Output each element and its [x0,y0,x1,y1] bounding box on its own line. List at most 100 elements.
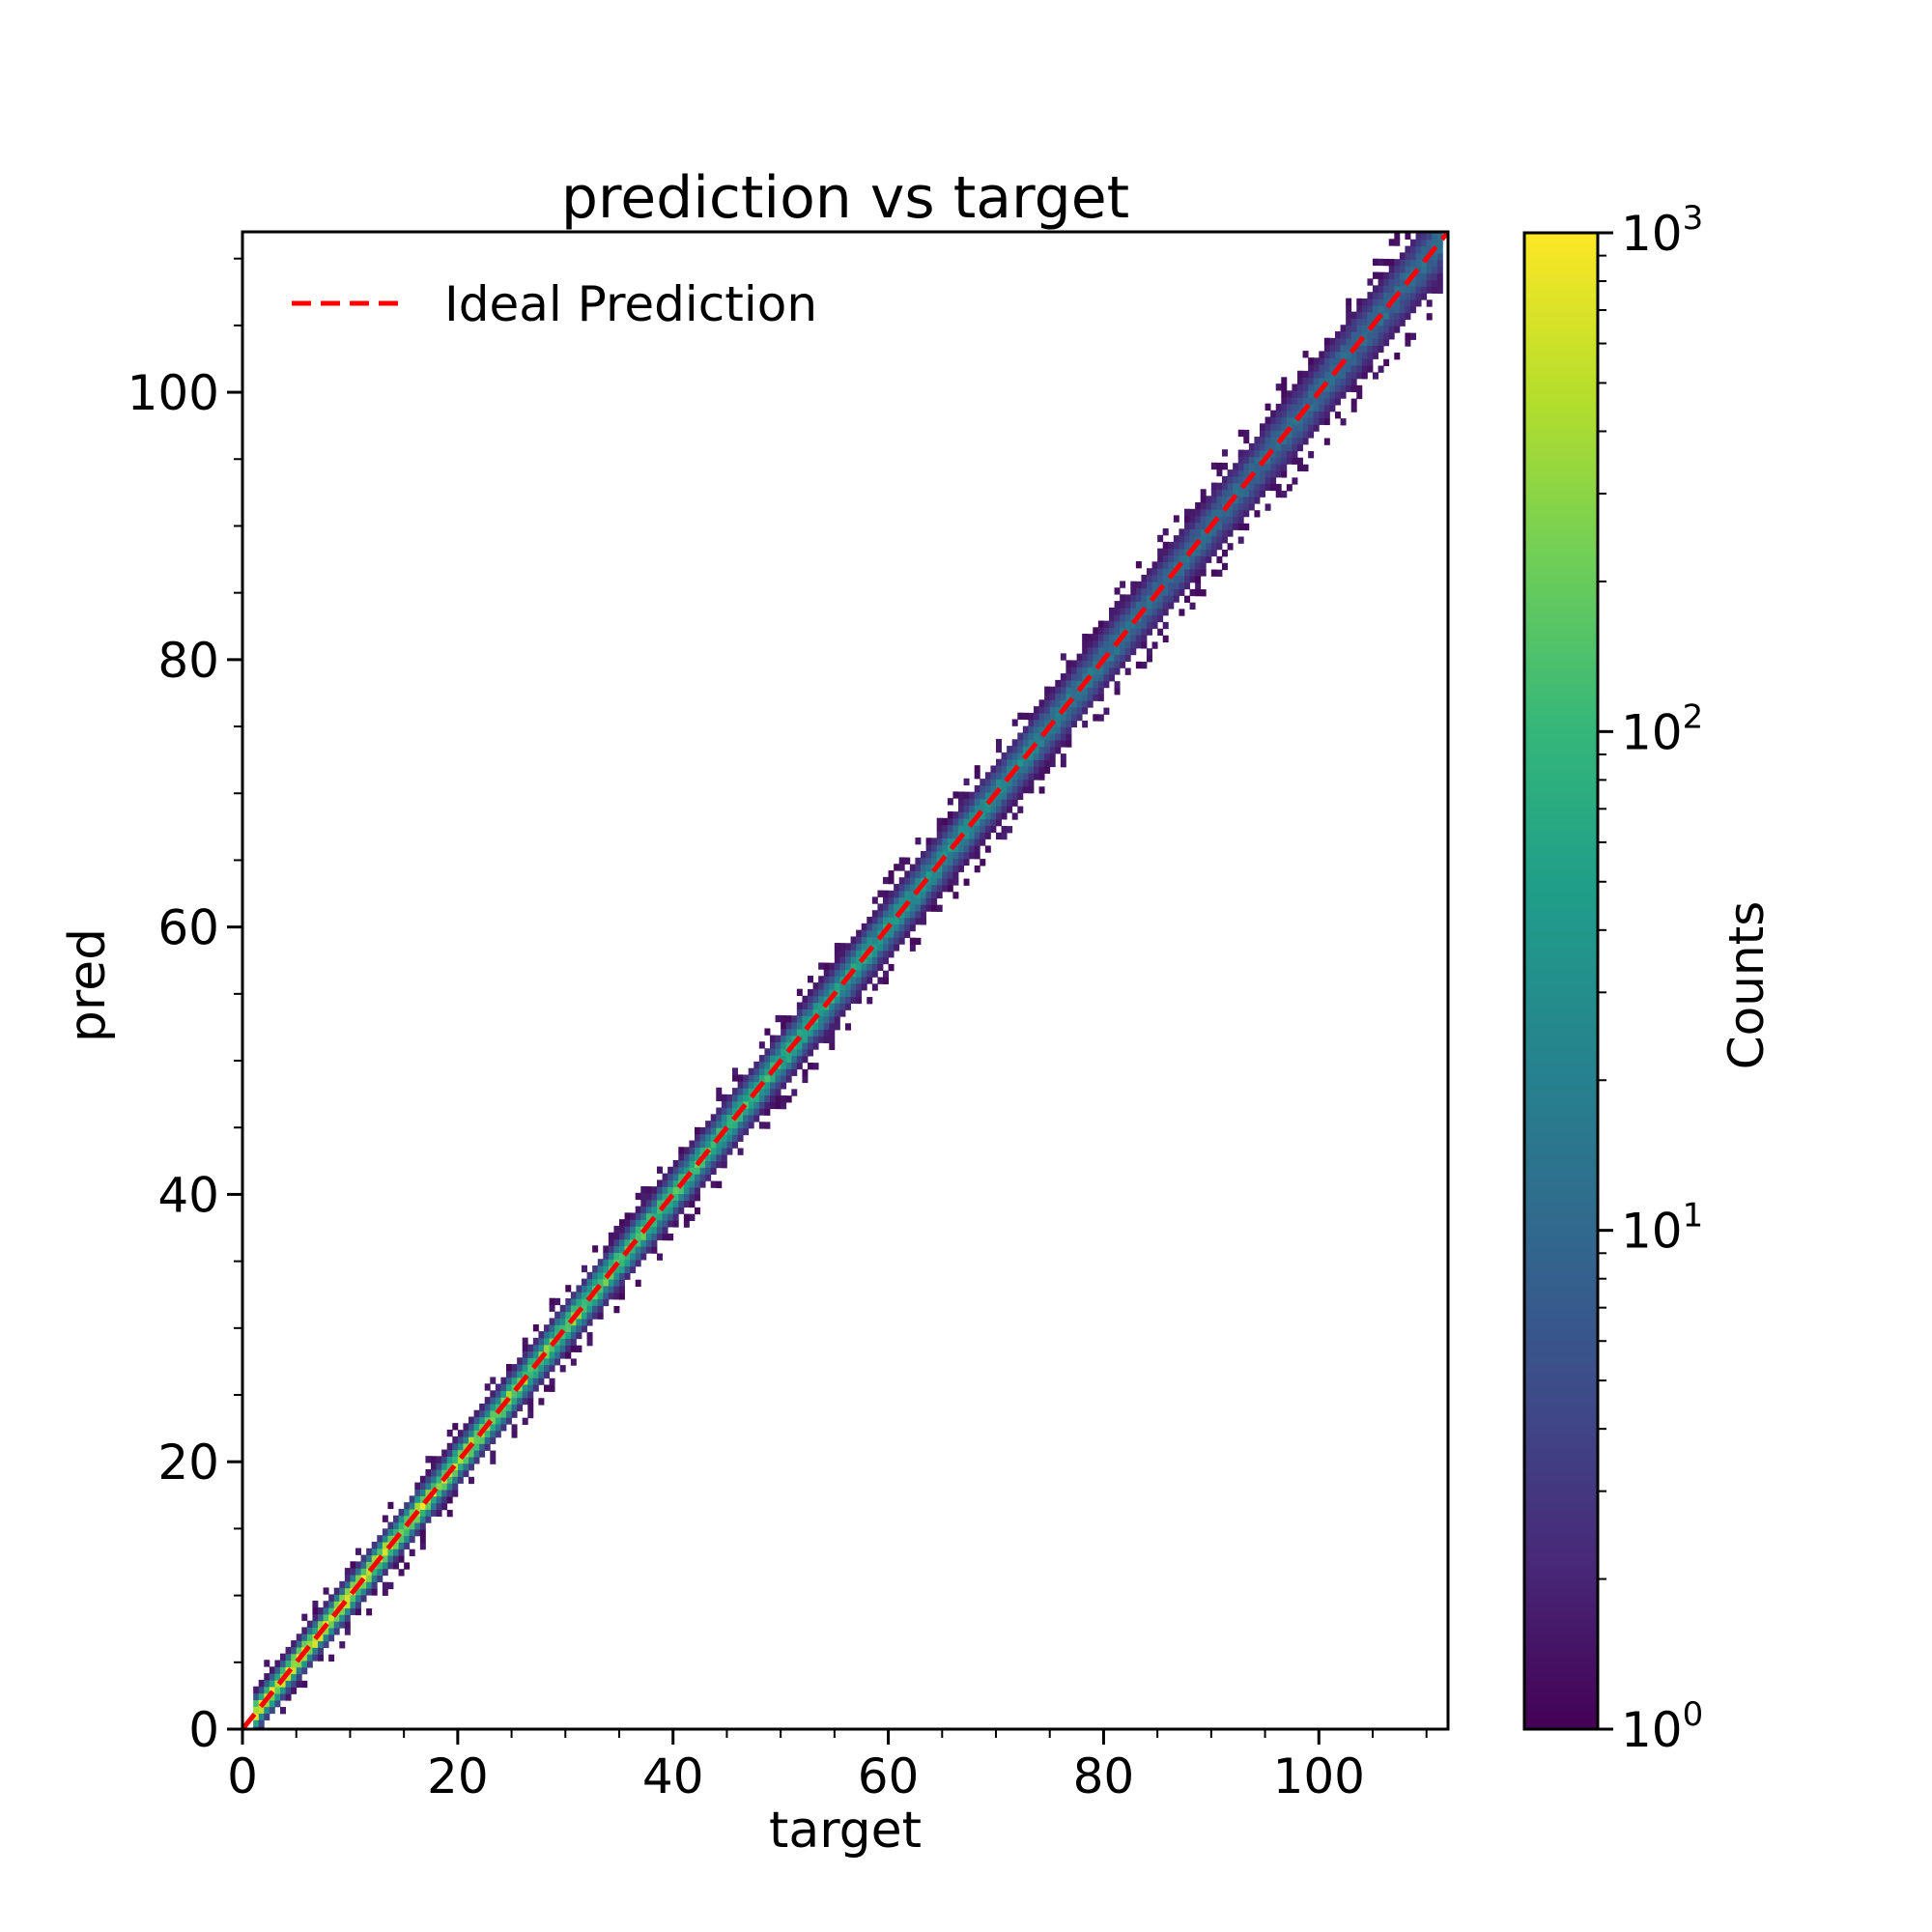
heatmap-cell [1060,753,1066,761]
heatmap-cell [1356,371,1363,380]
heatmap-cell [969,832,976,839]
heatmap-cell [582,1305,587,1313]
heatmap-cell [1162,575,1169,582]
heatmap-cell [1415,272,1422,280]
heatmap-cell [1184,568,1190,577]
heatmap-cell [1432,272,1438,281]
heatmap-cell [301,1634,308,1641]
heatmap-cell [253,1713,260,1720]
heatmap-cell [1432,266,1438,274]
heatmap-cell [544,1345,550,1352]
heatmap-cell [554,1311,561,1319]
heatmap-cell [781,1095,787,1103]
heatmap-cell [936,817,943,826]
heatmap-cell [1200,589,1207,597]
heatmap-cell [1195,528,1202,536]
heatmap-cell [1001,785,1008,793]
heatmap-cell [1350,311,1357,319]
heatmap-cell [1017,739,1024,747]
heatmap-cell [710,1114,717,1122]
heatmap-cell [1308,364,1315,372]
heatmap-cell [1028,759,1035,767]
heatmap-cell [974,765,980,773]
heatmap-cell [1383,305,1390,313]
heatmap-cell [1350,364,1357,373]
heatmap-cell [1028,712,1035,721]
heatmap-cell [506,1417,512,1425]
heatmap-cell [753,1101,760,1109]
heatmap-cell [1233,476,1239,484]
heatmap-cell [781,1048,787,1056]
heatmap-cell [915,891,922,898]
heatmap-cell [490,1390,497,1398]
heatmap-cell [904,903,911,912]
heatmap-cell [1264,469,1271,478]
heatmap-cell [921,891,926,898]
heatmap-cell [758,1108,765,1116]
heatmap-cell [850,963,857,971]
heatmap-cell [1206,516,1212,524]
heatmap-cell [264,1699,270,1708]
heatmap-cell [1135,581,1142,589]
heatmap-cell [1179,528,1185,536]
heatmap-cell [996,738,1002,747]
heatmap-cell [856,996,863,1005]
heatmap-cell [264,1680,270,1688]
heatmap-cell [1356,365,1363,373]
heatmap-cell [360,1568,367,1576]
heatmap-cell [532,1324,539,1332]
heatmap-cell [1361,331,1368,339]
heatmap-cell [473,1423,480,1431]
heatmap-cell [775,1089,781,1096]
heatmap-cell [936,891,943,899]
heatmap-cell [1060,679,1066,688]
heatmap-cell [775,1014,781,1023]
heatmap-cell [1292,450,1298,458]
heatmap-cell [1049,713,1056,721]
heatmap-cell [963,778,970,786]
heatmap-cell [651,1246,658,1254]
heatmap-cell [834,955,840,964]
heatmap-cell [672,1166,679,1175]
heatmap-cell [1264,463,1271,471]
heatmap-cell [1350,371,1357,380]
heatmap-cell [409,1528,415,1537]
heatmap-cell [1237,449,1244,457]
heatmap-cell [1436,279,1443,288]
heatmap-cell [721,1141,727,1149]
heatmap-cell [554,1318,561,1325]
heatmap-cell [883,970,889,979]
heatmap-cell [1383,338,1390,347]
heatmap-cell [781,1101,787,1110]
heatmap-cell [1394,266,1401,273]
heatmap-cell [1222,449,1228,457]
heatmap-cell [1383,332,1390,340]
heatmap-cell [1097,627,1104,635]
heatmap-cell [1028,739,1035,747]
heatmap-cell [582,1285,587,1293]
heatmap-cell [1001,772,1008,780]
heatmap-cell [974,865,980,873]
heatmap-cell [1329,391,1336,399]
heatmap-cell [1319,371,1325,379]
heatmap-cell [770,1041,776,1049]
heatmap-cell [726,1134,733,1142]
heatmap-cell [974,791,980,800]
heatmap-cell [1292,437,1298,445]
heatmap-cell [1011,799,1018,807]
heatmap-cell [630,1219,637,1227]
heatmap-cell [850,982,857,991]
heatmap-cell [1109,654,1115,662]
heatmap-cell [1233,483,1239,491]
heatmap-cell [1399,319,1406,327]
heatmap-cell [269,1673,275,1681]
heatmap-cell [802,1015,809,1023]
heatmap-cell [1173,554,1179,563]
heatmap-cell [716,1153,723,1162]
heatmap-cell [366,1568,373,1576]
heatmap-cell [1082,646,1089,655]
heatmap-cell [672,1200,679,1208]
heatmap-cell [1195,588,1202,597]
heatmap-cell [969,798,976,806]
